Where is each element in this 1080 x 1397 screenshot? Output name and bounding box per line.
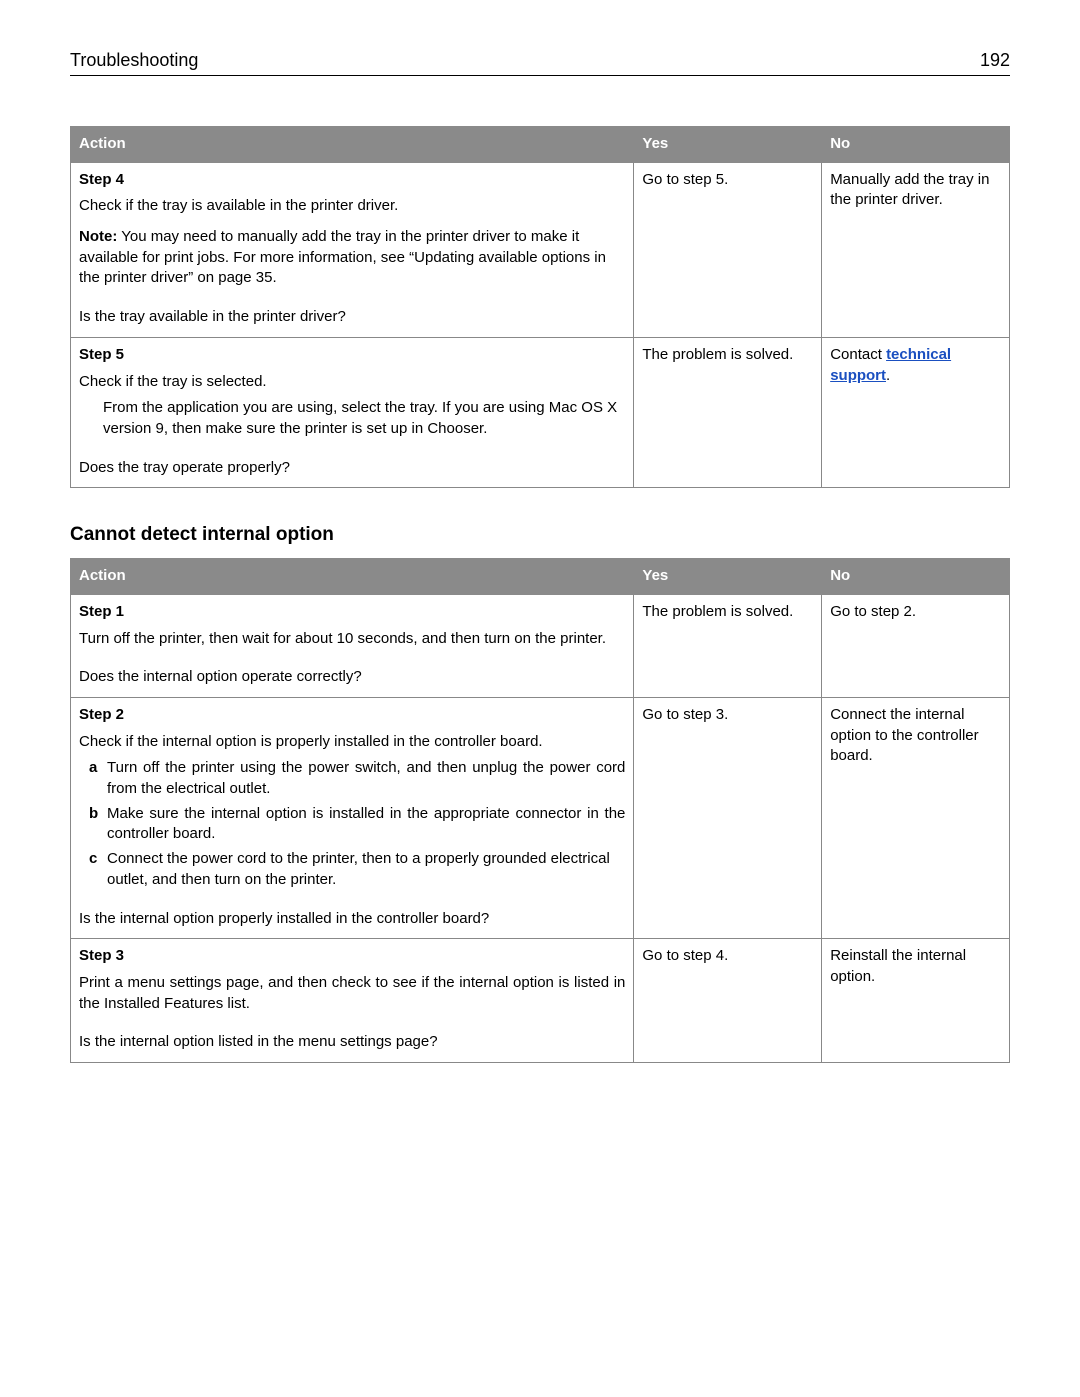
step-text: Check if the internal option is properly… [79,732,625,753]
header-page-number: 192 [980,50,1010,71]
list-text: Make sure the internal option is install… [107,804,625,845]
col-no-header: No [822,559,1010,595]
section-title: Cannot detect internal option [70,524,1010,546]
step-subtext: From the application you are using, sele… [79,398,625,439]
step-question: Does the tray operate properly? [79,458,625,479]
step-question: Is the internal option properly installe… [79,909,625,930]
step-title: Step 1 [79,602,625,623]
table-row: Step 1 Turn off the printer, then wait f… [71,594,1010,697]
page-header: Troubleshooting 192 [70,50,1010,76]
list-text: Turn off the printer using the power swi… [107,758,625,799]
step-text: Print a menu settings page, and then che… [79,973,625,1014]
action-cell: Step 1 Turn off the printer, then wait f… [71,594,634,697]
yes-cell: Go to step 4. [634,939,822,1063]
action-cell: Step 5 Check if the tray is selected. Fr… [71,337,634,487]
list-key: a [89,758,107,799]
yes-cell: The problem is solved. [634,337,822,487]
document-page: Troubleshooting 192 Action Yes No Step 4… [0,0,1080,1113]
table-row: Step 4 Check if the tray is available in… [71,162,1010,337]
no-cell: Connect the internal option to the contr… [822,698,1010,939]
table-header-row: Action Yes No [71,127,1010,163]
list-text: Connect the power cord to the printer, t… [107,849,625,890]
no-cell: Go to step 2. [822,594,1010,697]
step-question: Is the tray available in the printer dri… [79,307,625,328]
col-no-header: No [822,127,1010,163]
col-yes-header: Yes [634,127,822,163]
table-header-row: Action Yes No [71,559,1010,595]
step-title: Step 5 [79,345,625,366]
step-title: Step 2 [79,705,625,726]
letter-list: a Turn off the printer using the power s… [79,758,625,890]
action-cell: Step 3 Print a menu settings page, and t… [71,939,634,1063]
header-title: Troubleshooting [70,50,198,71]
table-row: Step 2 Check if the internal option is p… [71,698,1010,939]
table-row: Step 3 Print a menu settings page, and t… [71,939,1010,1063]
col-action-header: Action [71,559,634,595]
step-text: Turn off the printer, then wait for abou… [79,629,625,650]
troubleshoot-table-2: Action Yes No Step 1 Turn off the printe… [70,558,1010,1063]
no-cell: Contact technical support. [822,337,1010,487]
col-action-header: Action [71,127,634,163]
note-text: You may need to manually add the tray in… [79,228,606,286]
troubleshoot-table-1: Action Yes No Step 4 Check if the tray i… [70,126,1010,488]
list-item: b Make sure the internal option is insta… [89,804,625,845]
step-question: Is the internal option listed in the men… [79,1032,625,1053]
yes-cell: Go to step 5. [634,162,822,337]
no-cell: Reinstall the internal option. [822,939,1010,1063]
step-title: Step 4 [79,170,625,191]
step-text: Check if the tray is available in the pr… [79,196,625,217]
no-prefix: Contact [830,346,886,363]
table-row: Step 5 Check if the tray is selected. Fr… [71,337,1010,487]
col-yes-header: Yes [634,559,822,595]
list-item: c Connect the power cord to the printer,… [89,849,625,890]
step-text: Check if the tray is selected. [79,372,625,393]
action-cell: Step 4 Check if the tray is available in… [71,162,634,337]
action-cell: Step 2 Check if the internal option is p… [71,698,634,939]
yes-cell: The problem is solved. [634,594,822,697]
step-note: Note: You may need to manually add the t… [79,227,625,289]
list-item: a Turn off the printer using the power s… [89,758,625,799]
list-key: b [89,804,107,845]
list-key: c [89,849,107,890]
step-question: Does the internal option operate correct… [79,667,625,688]
yes-cell: Go to step 3. [634,698,822,939]
no-suffix: . [886,367,890,384]
note-label: Note: [79,228,117,245]
no-cell: Manually add the tray in the printer dri… [822,162,1010,337]
step-title: Step 3 [79,946,625,967]
